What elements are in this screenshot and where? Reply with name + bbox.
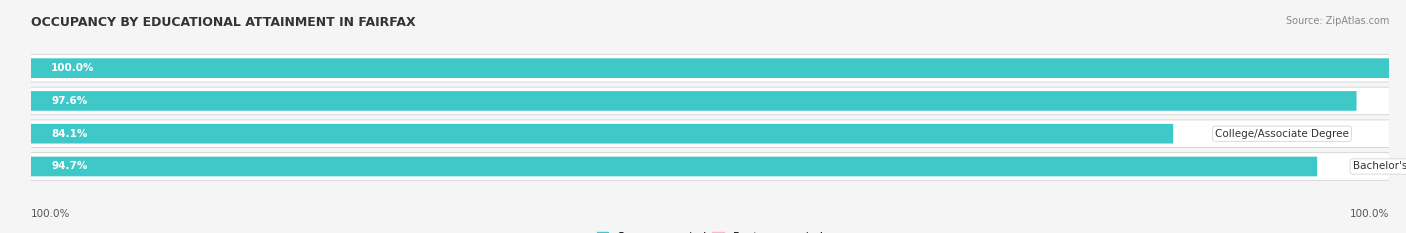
FancyBboxPatch shape — [1391, 124, 1406, 144]
Text: 84.1%: 84.1% — [51, 129, 87, 139]
Text: College/Associate Degree: College/Associate Degree — [1215, 129, 1348, 139]
FancyBboxPatch shape — [31, 157, 1317, 176]
FancyBboxPatch shape — [31, 153, 1389, 180]
Text: 100.0%: 100.0% — [51, 63, 94, 73]
FancyBboxPatch shape — [31, 54, 1389, 82]
Text: 97.6%: 97.6% — [51, 96, 87, 106]
Text: 94.7%: 94.7% — [51, 161, 87, 171]
FancyBboxPatch shape — [31, 87, 1389, 115]
FancyBboxPatch shape — [31, 124, 1173, 144]
Text: 100.0%: 100.0% — [31, 209, 70, 219]
Text: Source: ZipAtlas.com: Source: ZipAtlas.com — [1285, 16, 1389, 26]
FancyBboxPatch shape — [31, 120, 1389, 147]
Text: Bachelor's Degree or higher: Bachelor's Degree or higher — [1353, 161, 1406, 171]
Legend: Owner-occupied, Renter-occupied: Owner-occupied, Renter-occupied — [596, 232, 824, 233]
FancyBboxPatch shape — [31, 58, 1389, 78]
Text: OCCUPANCY BY EDUCATIONAL ATTAINMENT IN FAIRFAX: OCCUPANCY BY EDUCATIONAL ATTAINMENT IN F… — [31, 16, 416, 29]
FancyBboxPatch shape — [31, 91, 1357, 111]
Text: 100.0%: 100.0% — [1350, 209, 1389, 219]
